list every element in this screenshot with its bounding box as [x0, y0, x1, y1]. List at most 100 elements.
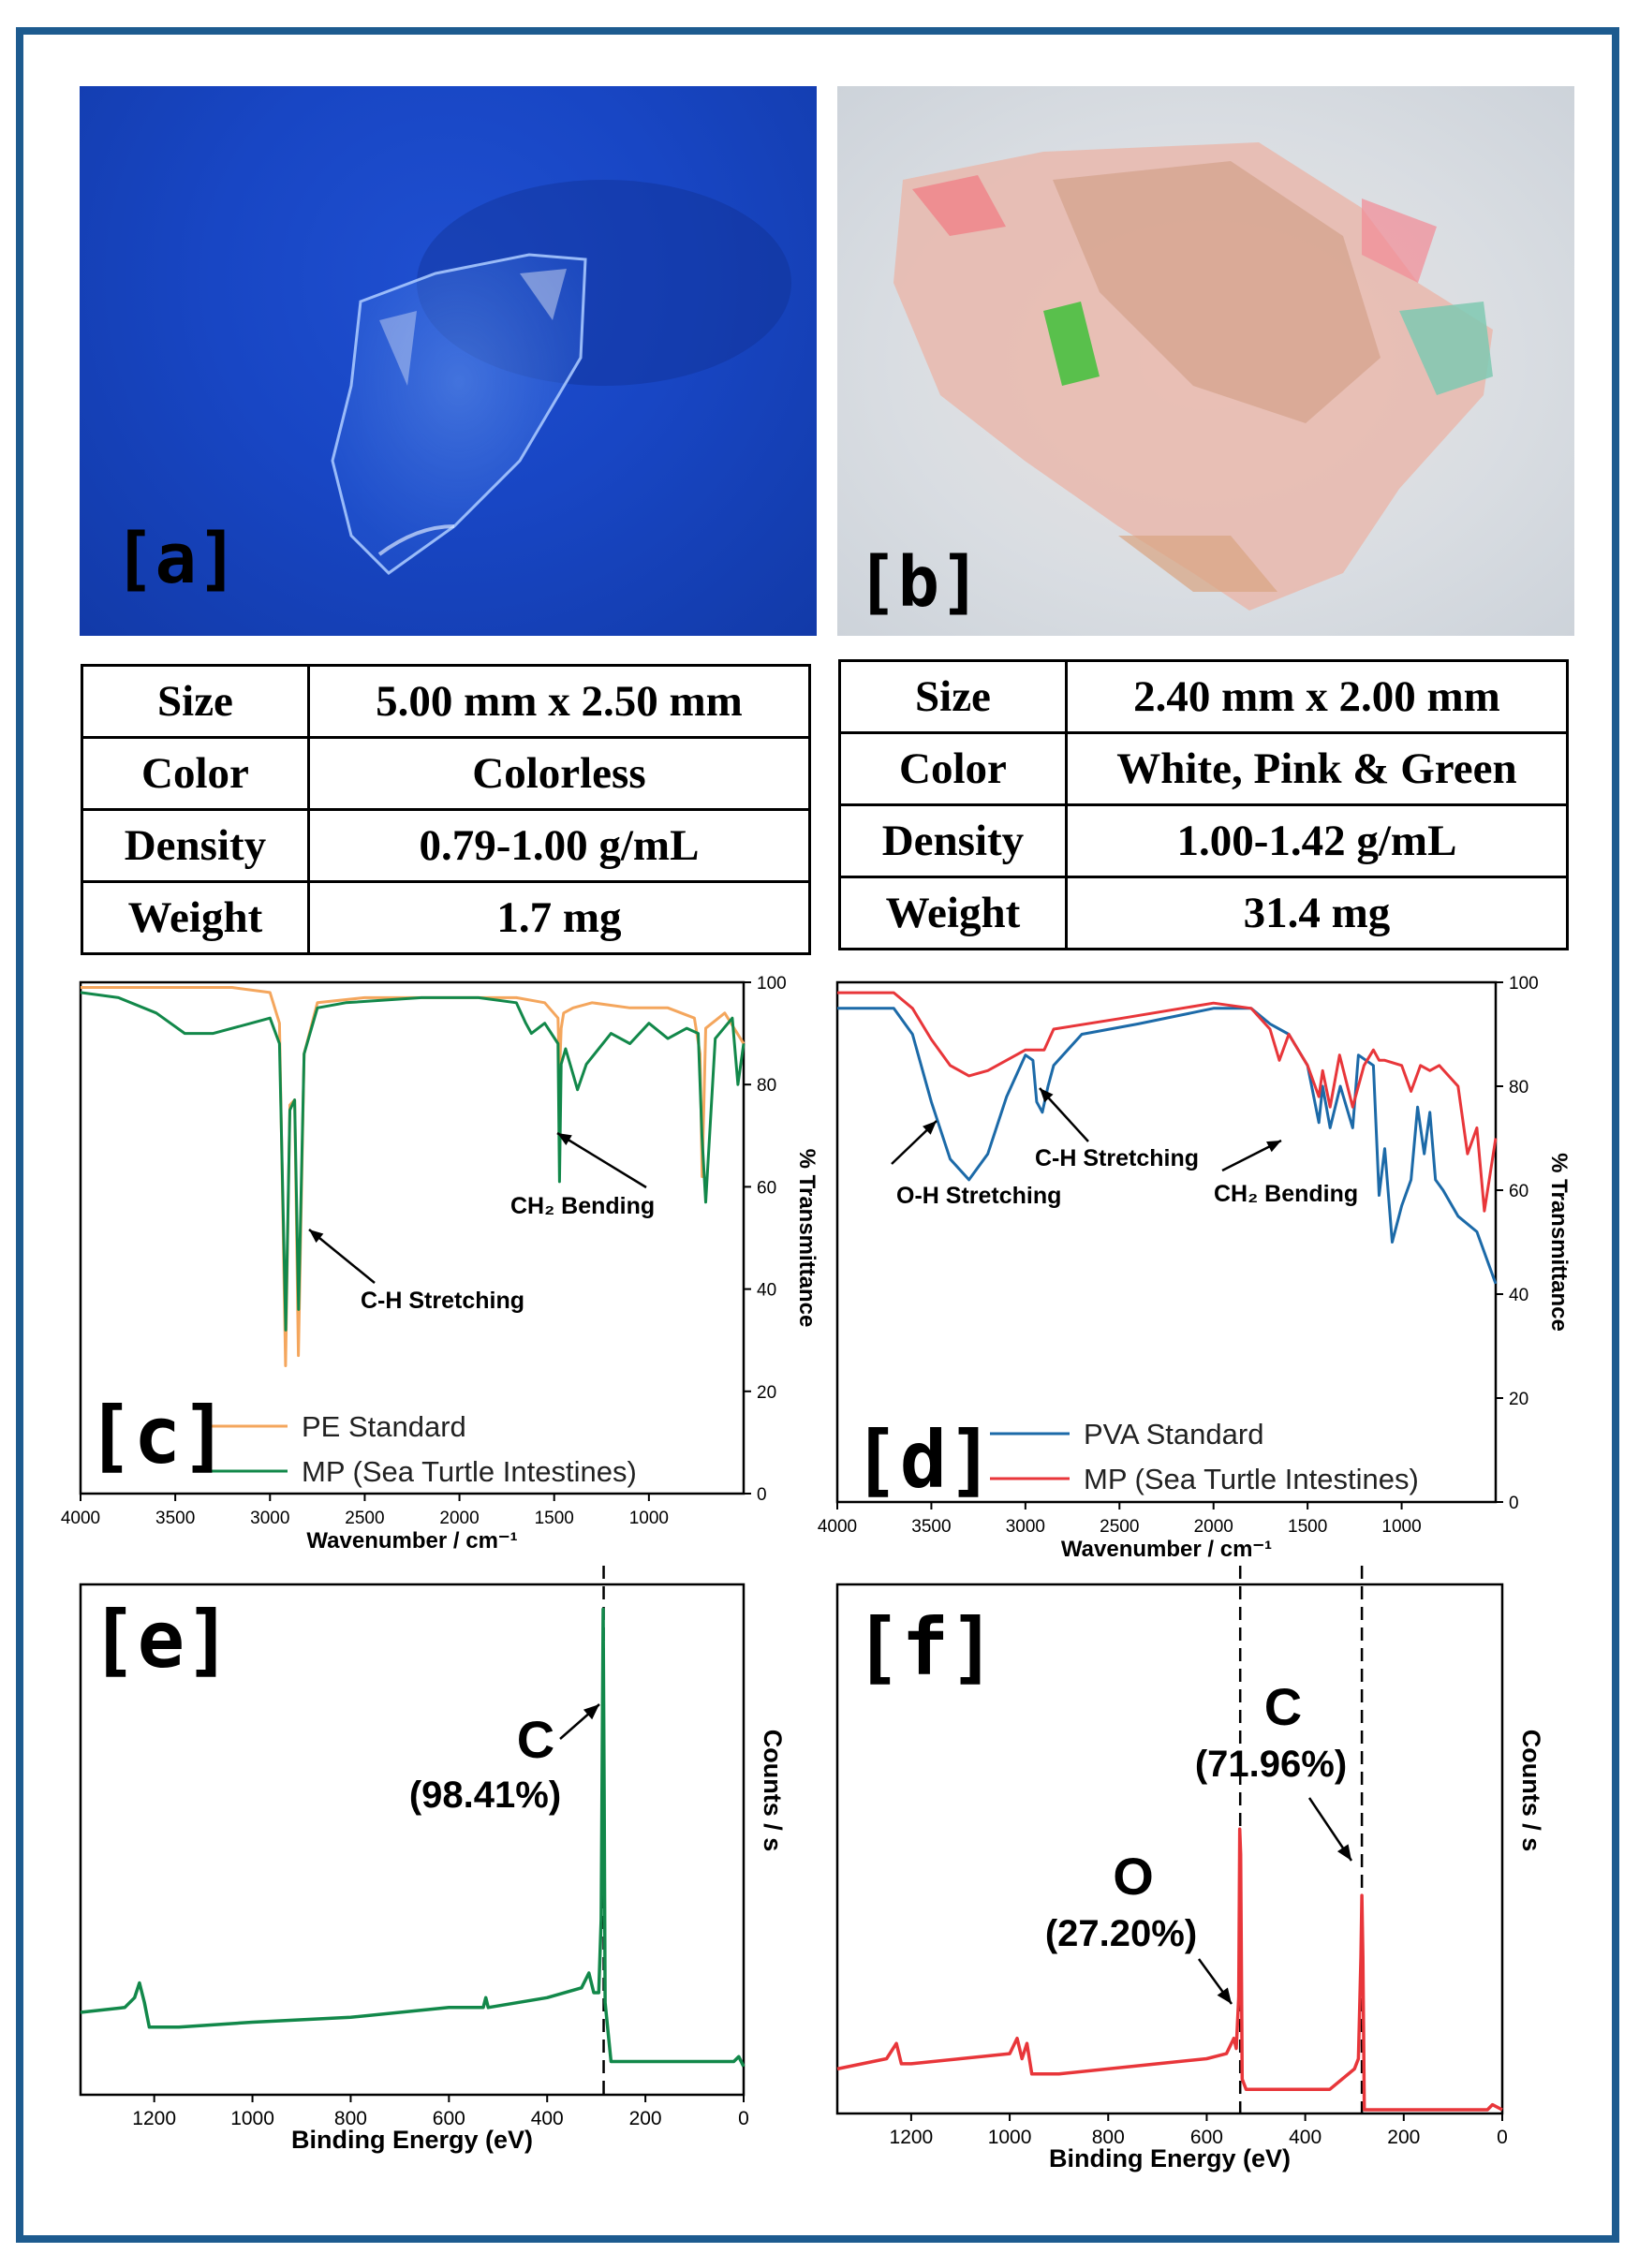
- table-row: Density 0.79-1.00 g/mL: [81, 808, 812, 883]
- panel-label-b: [b]: [856, 542, 982, 623]
- series-line-1: [836, 1827, 1503, 2112]
- table-row: Density 1.00-1.42 g/mL: [838, 803, 1570, 878]
- x-tick-label: 800: [1092, 2127, 1125, 2148]
- x-tick-label: 400: [1289, 2127, 1322, 2148]
- y-tick-label: 100: [757, 974, 787, 994]
- y-tick-label: 80: [1509, 1078, 1528, 1097]
- fragment-pink-patch: [912, 175, 1006, 236]
- fragment-green-patch: [1043, 302, 1100, 386]
- x-tick-label: 4000: [818, 1517, 857, 1537]
- fragment-edge: [377, 524, 455, 556]
- x-axis-label: Binding Energy (eV): [291, 2126, 533, 2154]
- series-line-2: [837, 991, 1498, 1213]
- property-name: Density: [838, 803, 1068, 878]
- annotation-arrow: [556, 1131, 647, 1189]
- x-tick-label: 4000: [61, 1509, 100, 1528]
- ftir-chart-pe: 4000 3500 3000 2500 2000 1500 1000 0 20 40 60 80 100…: [61, 974, 820, 1554]
- legend-entry: MP (Sea Turtle Intestines): [302, 1455, 637, 1488]
- x-tick-label: 2500: [1100, 1517, 1139, 1537]
- panel-label: [d]: [852, 1414, 995, 1506]
- property-value: 1.7 mg: [306, 880, 812, 955]
- element-label: C: [1264, 1677, 1302, 1736]
- table-row: Color Colorless: [81, 736, 812, 811]
- x-tick-label: 800: [334, 2108, 367, 2129]
- x-tick-label: 3000: [1006, 1517, 1045, 1537]
- y-axis-label: Counts / s: [1517, 1730, 1545, 1852]
- property-name: Weight: [81, 880, 310, 955]
- x-tick-label: 0: [1497, 2127, 1508, 2148]
- x-tick-label: 1000: [1381, 1517, 1421, 1537]
- panel-label: [c]: [86, 1390, 229, 1481]
- table-row: Weight 1.7 mg: [81, 880, 812, 955]
- element-percent: (71.96%): [1195, 1744, 1347, 1785]
- properties-table-a: Size 5.00 mm x 2.50 mm Color Colorless Den…: [81, 664, 812, 955]
- property-value: 0.79-1.00 g/mL: [306, 808, 812, 883]
- annotation-arrowhead: [583, 1704, 599, 1720]
- property-value: White, Pink & Green: [1064, 731, 1570, 806]
- x-tick-label: 1500: [535, 1509, 574, 1528]
- figure-frame: [16, 27, 1619, 2243]
- xps-chart-pva: 1200 1000 800 600 400 200 0 Binding Energy (eV)…: [835, 1566, 1545, 2172]
- fragment-shape: [331, 253, 587, 575]
- x-axis-label: Binding Energy (eV): [1049, 2144, 1291, 2172]
- annotation-arrowhead: [1040, 1088, 1054, 1103]
- series-line-1: [837, 1007, 1498, 1285]
- fragment-highlight: [520, 269, 567, 320]
- x-tick-label: 1500: [1288, 1517, 1327, 1537]
- x-tick-label: 3500: [155, 1509, 195, 1528]
- annotation-label: CH₂ Bending: [510, 1193, 655, 1219]
- x-axis-label: Wavenumber / cm⁻¹: [306, 1528, 517, 1554]
- x-tick-label: 200: [1387, 2127, 1420, 2148]
- series-line-1: [80, 1607, 746, 2068]
- x-axis-label: Wavenumber / cm⁻¹: [1061, 1537, 1272, 1562]
- legend-entry: MP (Sea Turtle Intestines): [1084, 1463, 1419, 1495]
- y-tick-label: 80: [757, 1076, 776, 1096]
- property-name: Color: [838, 731, 1068, 806]
- y-axis-label: % Transmittance: [1546, 1153, 1572, 1332]
- plot-frame: [79, 1583, 746, 2097]
- y-axis-label: % Transmittance: [794, 1149, 820, 1328]
- table-row: Size 5.00 mm x 2.50 mm: [81, 664, 812, 739]
- legend-entry: PE Standard: [302, 1410, 466, 1443]
- y-tick-label: 40: [1509, 1286, 1528, 1305]
- annotation-label: O-H Stretching: [896, 1183, 1061, 1209]
- fragment-pink-patch: [1362, 199, 1437, 283]
- annotation-arrowhead: [1217, 1987, 1232, 2004]
- x-tick-label: 1000: [629, 1509, 669, 1528]
- legend-entry: PVA Standard: [1084, 1418, 1263, 1451]
- y-tick-label: 0: [757, 1485, 767, 1505]
- element-percent: (27.20%): [1045, 1913, 1197, 1954]
- x-tick-label: 600: [433, 2108, 465, 2129]
- fragment-tan-patch: [1118, 536, 1277, 592]
- property-value: 2.40 mm x 2.00 mm: [1064, 659, 1570, 734]
- element-label: C: [517, 1710, 554, 1769]
- property-name: Size: [838, 659, 1068, 734]
- table-row: Color White, Pink & Green: [838, 731, 1570, 806]
- y-tick-label: 40: [757, 1281, 776, 1301]
- y-tick-label: 20: [1509, 1390, 1528, 1409]
- y-tick-label: 60: [757, 1178, 776, 1198]
- property-name: Color: [81, 736, 310, 811]
- fragment-brown-layer: [1053, 161, 1381, 423]
- panel-label: [e]: [90, 1594, 232, 1686]
- annotation-arrow: [308, 1229, 376, 1284]
- annotation-arrowhead: [923, 1121, 937, 1135]
- x-tick-label: 3000: [250, 1509, 289, 1528]
- x-tick-label: 2000: [439, 1509, 479, 1528]
- plot-frame: [835, 980, 1498, 1504]
- clear-fragment-illustration: [331, 180, 791, 575]
- annotation-label: CH₂ Bending: [1214, 1181, 1358, 1207]
- annotation-label: C-H Stretching: [361, 1288, 524, 1314]
- element-label: O: [1113, 1847, 1154, 1906]
- y-axis-label: Counts / s: [759, 1730, 787, 1852]
- x-tick-label: 1000: [230, 2108, 274, 2129]
- fragment-green-patch: [1399, 302, 1493, 395]
- x-tick-label: 3500: [911, 1517, 951, 1537]
- y-tick-label: 60: [1509, 1182, 1528, 1201]
- x-tick-label: 400: [531, 2108, 564, 2129]
- panel-label: [f]: [854, 1601, 997, 1693]
- property-name: Density: [81, 808, 310, 883]
- x-tick-label: 600: [1190, 2127, 1223, 2148]
- property-name: Weight: [838, 876, 1068, 950]
